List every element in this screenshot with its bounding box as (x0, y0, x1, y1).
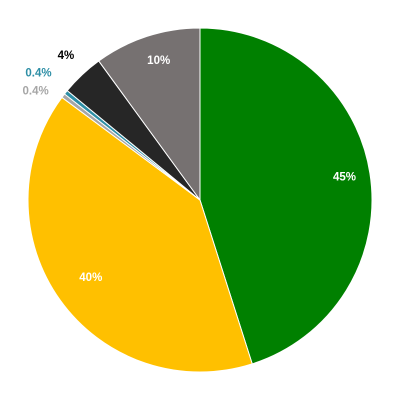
pie-slice-label-2: 0.4% (22, 85, 48, 97)
pie-slice-0 (199, 27, 373, 365)
labels-layer: 45% 40% 0.4% 0.4% 4% 10% (22, 50, 356, 284)
pie-slice-5 (98, 27, 201, 202)
pie-slice-1 (27, 96, 253, 373)
pie-slice-label-0: 45% (333, 172, 356, 184)
slices-layer (27, 27, 373, 373)
pie-slice-label-3: 0.4% (25, 68, 51, 80)
pie-slice-label-4: 4% (58, 50, 75, 62)
pie-slice-label-1: 40% (79, 272, 102, 284)
pie-slice-label-5: 10% (147, 55, 170, 67)
